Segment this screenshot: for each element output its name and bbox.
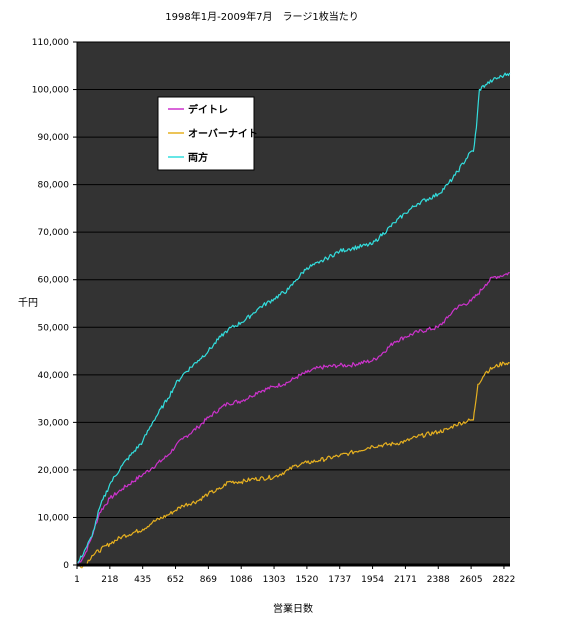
x-tick-label: 652 [167, 575, 184, 585]
gridlines [77, 41, 510, 518]
x-tick-label: 1954 [361, 575, 384, 585]
y-tick-label: 100,000 [32, 86, 69, 96]
x-tick-label: 2388 [427, 575, 450, 585]
y-tick-label: 110,000 [32, 38, 69, 48]
y-tick-label: 30,000 [38, 418, 70, 428]
series-line-3 [76, 72, 511, 566]
legend-label: オーバーナイト [188, 128, 258, 140]
chart-title: 1998年1月-2009年7月 ラージ1枚当たり [165, 10, 358, 23]
y-tick-label: 50,000 [38, 323, 70, 333]
y-axis-ticks: 0 10,000 20,000 30,000 40,000 50,000 60,000 70,… [32, 38, 77, 571]
x-tick-label: 1 [74, 575, 80, 585]
x-axis-ticks: 1 218 435 652 869 1086 1303 1520 1737 1954 2171 238… [74, 565, 515, 585]
y-tick-label: 10,000 [38, 513, 70, 523]
y-tick-label: 20,000 [38, 466, 70, 476]
x-tick-label: 1520 [295, 575, 318, 585]
x-tick-label: 2822 [492, 575, 515, 585]
legend-label: デイトレ [188, 103, 228, 116]
y-tick-label: 90,000 [38, 133, 70, 143]
x-tick-label: 1737 [328, 575, 351, 585]
x-tick-label: 1303 [263, 575, 286, 585]
x-tick-label: 2171 [394, 575, 417, 585]
y-tick-label: 70,000 [38, 228, 70, 238]
y-tick-label: 60,000 [38, 276, 70, 286]
y-tick-label: 80,000 [38, 181, 70, 191]
x-tick-label: 218 [101, 575, 118, 585]
x-tick-label: 2605 [460, 575, 483, 585]
legend-label: 両方 [188, 151, 208, 164]
y-tick-label: 0 [63, 561, 69, 571]
series-line-2 [76, 361, 510, 569]
x-tick-label: 869 [200, 575, 217, 585]
x-tick-label: 1086 [230, 575, 253, 585]
x-axis-label: 営業日数 [273, 602, 313, 615]
x-tick-label: 435 [134, 575, 151, 585]
y-axis-label: 千円 [18, 297, 38, 309]
series-lines [76, 72, 511, 569]
y-tick-label: 40,000 [38, 371, 70, 381]
series-line-1 [76, 272, 510, 566]
plot-area [77, 42, 510, 565]
